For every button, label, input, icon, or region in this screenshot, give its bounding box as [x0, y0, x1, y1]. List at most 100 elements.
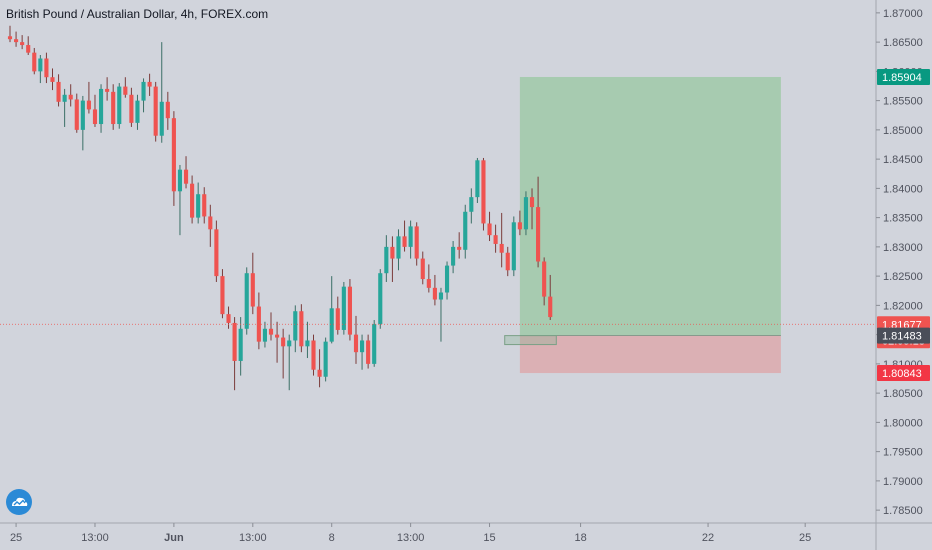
price-tick-label: 1.79000	[883, 476, 923, 488]
price-tick-label: 1.85500	[883, 96, 923, 108]
price-tick-label: 1.86500	[883, 37, 923, 49]
price-tick-label: 1.82000	[883, 300, 923, 312]
candle-body	[426, 279, 431, 288]
candle-body	[86, 100, 91, 110]
candle-body	[232, 322, 237, 361]
candle-body	[305, 340, 310, 347]
candle-body	[262, 328, 268, 342]
price-label-box	[877, 365, 930, 382]
chart-title: British Pound / Australian Dollar, 4h, F…	[6, 7, 269, 21]
candle-body	[347, 286, 352, 335]
candle-body	[287, 340, 292, 347]
price-tick-label: 1.78500	[883, 505, 923, 517]
price-label: 1.85904	[882, 72, 922, 84]
candle-body	[359, 340, 365, 353]
candle-body	[111, 91, 116, 125]
candle-body	[141, 81, 146, 101]
price-tick-label: 1.85000	[883, 125, 923, 137]
entry-box	[504, 335, 557, 346]
candle-body	[451, 246, 456, 266]
candle-body	[38, 58, 43, 72]
candle-body	[44, 58, 49, 78]
time-tick-label: 13:00	[81, 532, 109, 544]
price-tick-label: 1.80000	[883, 417, 923, 429]
candle-body	[475, 160, 480, 198]
tradingview-cloud-icon[interactable]	[6, 489, 32, 515]
time-tick-label: 22	[702, 532, 714, 544]
candle-body	[26, 45, 31, 53]
candle-body	[390, 246, 395, 259]
candle-body	[80, 100, 85, 130]
candle-body	[529, 197, 535, 208]
candle-body	[402, 236, 407, 247]
candle-body	[511, 222, 516, 271]
candle-body	[92, 109, 98, 125]
time-tick-label: 8	[329, 532, 335, 544]
candle-body	[190, 183, 195, 218]
candle-body	[420, 258, 425, 280]
candle-body	[293, 311, 298, 341]
candle-body	[329, 308, 334, 342]
time-tick-label: 25	[10, 532, 22, 544]
candle-body	[74, 99, 79, 130]
price-tick-label: 1.83500	[883, 213, 923, 225]
time-tick-label: 25	[799, 532, 811, 544]
candle-body	[50, 77, 55, 82]
candle-body	[208, 216, 213, 230]
candle-body	[341, 286, 346, 330]
candle-body	[275, 334, 280, 338]
candle-body	[536, 207, 541, 262]
candle-body	[317, 369, 322, 377]
candle-body	[32, 52, 37, 72]
candle-body	[457, 246, 462, 250]
time-tick-label: 13:00	[397, 532, 425, 544]
candle-body	[517, 222, 522, 230]
candle-body	[250, 273, 255, 307]
candle-body	[384, 246, 389, 274]
candle-body	[7, 36, 13, 40]
price-tick-label: 1.87000	[883, 8, 923, 20]
candle-body	[353, 334, 359, 353]
candle-body	[135, 100, 140, 123]
candle-body	[487, 223, 492, 236]
time-tick-label: Jun	[164, 532, 184, 544]
candle-body	[117, 86, 122, 125]
candle-body	[438, 292, 444, 300]
time-tick-label: 18	[574, 532, 586, 544]
candle-body	[183, 169, 189, 184]
candle-body	[165, 101, 170, 119]
candle-body	[226, 314, 231, 323]
price-label: 1.81483	[882, 331, 922, 343]
candle-body	[153, 86, 158, 136]
candle-body	[378, 273, 383, 325]
candle-body	[196, 194, 201, 218]
candle-body	[244, 273, 249, 329]
candle-body	[56, 81, 61, 102]
time-tick-label: 13:00	[239, 532, 267, 544]
candle-body	[20, 42, 25, 46]
candle-body	[311, 340, 316, 370]
candle-body	[444, 265, 450, 293]
candle-body	[499, 243, 504, 253]
candle-body	[68, 94, 73, 100]
candle-body	[214, 229, 219, 277]
candle-body	[177, 169, 183, 192]
price-tick-label: 1.84500	[883, 154, 923, 166]
candle-body	[505, 252, 510, 271]
price-tick-label: 1.84000	[883, 183, 923, 195]
price-tick-label: 1.79500	[883, 447, 923, 459]
candle-body	[542, 261, 547, 297]
candle-body	[268, 328, 274, 335]
time-tick-label: 15	[483, 532, 495, 544]
price-tick-label: 1.83000	[883, 242, 923, 254]
candle-body	[299, 311, 304, 347]
candle-body	[281, 337, 286, 347]
candle-body	[171, 118, 176, 192]
candle-body	[147, 81, 152, 87]
candle-body	[98, 88, 104, 125]
candle-body	[62, 94, 67, 102]
candle-body	[396, 236, 401, 259]
candle-body	[220, 276, 225, 315]
